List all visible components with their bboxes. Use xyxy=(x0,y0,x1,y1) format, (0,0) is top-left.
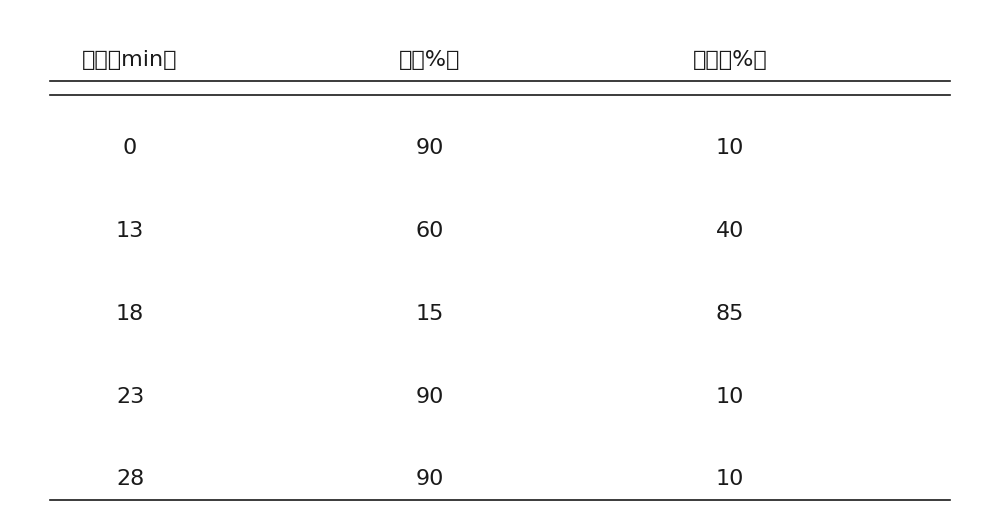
Text: 乙腔（%）: 乙腔（%） xyxy=(693,50,767,70)
Text: 85: 85 xyxy=(716,304,744,324)
Text: 10: 10 xyxy=(716,387,744,406)
Text: 90: 90 xyxy=(416,387,444,406)
Text: 13: 13 xyxy=(116,221,144,241)
Text: 18: 18 xyxy=(116,304,144,324)
Text: 23: 23 xyxy=(116,387,144,406)
Text: 15: 15 xyxy=(416,304,444,324)
Text: 28: 28 xyxy=(116,469,144,489)
Text: 0: 0 xyxy=(123,139,137,158)
Text: 90: 90 xyxy=(416,139,444,158)
Text: 水（%）: 水（%） xyxy=(399,50,461,70)
Text: 10: 10 xyxy=(716,469,744,489)
Text: 时间（min）: 时间（min） xyxy=(82,50,178,70)
Text: 60: 60 xyxy=(416,221,444,241)
Text: 40: 40 xyxy=(716,221,744,241)
Text: 10: 10 xyxy=(716,139,744,158)
Text: 90: 90 xyxy=(416,469,444,489)
